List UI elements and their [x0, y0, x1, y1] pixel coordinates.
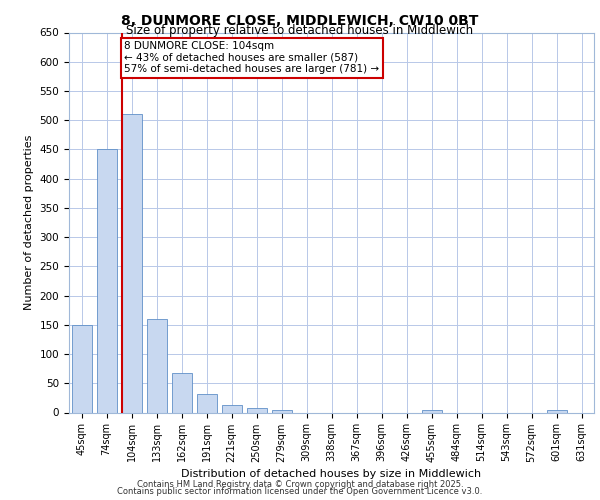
Bar: [71, 325, 91, 412]
Text: Contains HM Land Registry data © Crown copyright and database right 2025.: Contains HM Land Registry data © Crown c…: [137, 480, 463, 489]
Bar: [172, 372, 191, 412]
Bar: [421, 410, 442, 412]
Text: 8 DUNMORE CLOSE: 104sqm
← 43% of detached houses are smaller (587)
57% of semi-d: 8 DUNMORE CLOSE: 104sqm ← 43% of detache…: [125, 42, 380, 74]
Text: 8, DUNMORE CLOSE, MIDDLEWICH, CW10 0BT: 8, DUNMORE CLOSE, MIDDLEWICH, CW10 0BT: [121, 14, 479, 28]
Bar: [247, 408, 266, 412]
Bar: [121, 114, 142, 412]
Bar: [271, 410, 292, 412]
X-axis label: Distribution of detached houses by size in Middlewich: Distribution of detached houses by size …: [181, 468, 482, 478]
Text: Contains public sector information licensed under the Open Government Licence v3: Contains public sector information licen…: [118, 487, 482, 496]
Bar: [146, 319, 167, 412]
Bar: [547, 410, 566, 412]
Bar: [197, 394, 217, 412]
Bar: [221, 405, 241, 412]
Y-axis label: Number of detached properties: Number of detached properties: [24, 135, 34, 310]
Bar: [97, 150, 116, 412]
Text: Size of property relative to detached houses in Middlewich: Size of property relative to detached ho…: [127, 24, 473, 37]
